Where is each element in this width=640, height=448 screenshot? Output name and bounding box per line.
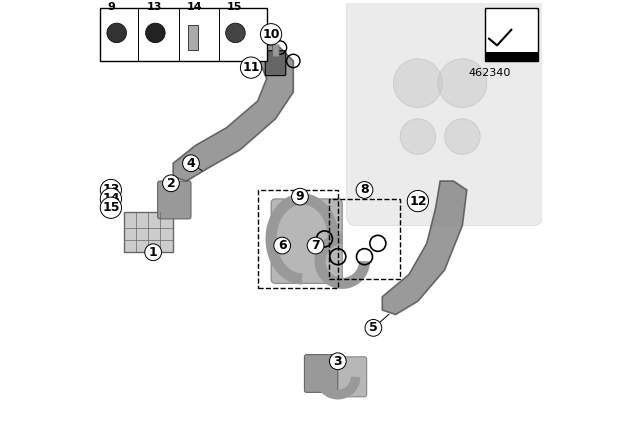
Text: 13: 13 bbox=[102, 184, 120, 197]
FancyBboxPatch shape bbox=[271, 199, 342, 284]
Bar bbox=[484, 52, 538, 61]
Text: 6: 6 bbox=[278, 239, 287, 252]
FancyBboxPatch shape bbox=[273, 45, 279, 57]
Circle shape bbox=[226, 23, 245, 43]
Text: 462340: 462340 bbox=[469, 68, 511, 78]
Bar bbox=[100, 8, 267, 61]
Bar bbox=[188, 26, 198, 50]
Text: 13: 13 bbox=[147, 2, 162, 12]
Text: 3: 3 bbox=[333, 355, 342, 368]
Bar bbox=[329, 199, 400, 279]
Text: 15: 15 bbox=[227, 2, 242, 12]
Circle shape bbox=[145, 23, 165, 43]
Text: 9: 9 bbox=[108, 2, 116, 12]
Text: 2: 2 bbox=[166, 177, 175, 190]
FancyBboxPatch shape bbox=[124, 212, 173, 252]
PathPatch shape bbox=[382, 181, 467, 314]
Circle shape bbox=[107, 23, 127, 43]
Circle shape bbox=[438, 59, 487, 108]
Text: 1: 1 bbox=[148, 246, 157, 259]
Text: 15: 15 bbox=[102, 201, 120, 214]
Circle shape bbox=[400, 119, 436, 155]
Text: 4: 4 bbox=[187, 157, 195, 170]
Text: 7: 7 bbox=[311, 239, 320, 252]
Circle shape bbox=[394, 59, 442, 108]
Text: 12: 12 bbox=[409, 194, 427, 207]
FancyBboxPatch shape bbox=[265, 51, 285, 76]
Text: 10: 10 bbox=[262, 28, 280, 41]
FancyBboxPatch shape bbox=[347, 0, 543, 225]
Text: 14: 14 bbox=[102, 192, 120, 205]
Text: 11: 11 bbox=[243, 61, 260, 74]
FancyBboxPatch shape bbox=[157, 181, 191, 219]
PathPatch shape bbox=[173, 43, 293, 181]
Text: 14: 14 bbox=[186, 2, 202, 12]
Text: 9: 9 bbox=[296, 190, 304, 203]
Circle shape bbox=[445, 119, 480, 155]
FancyBboxPatch shape bbox=[326, 357, 367, 397]
Bar bbox=[484, 8, 538, 61]
Text: 8: 8 bbox=[360, 184, 369, 197]
FancyBboxPatch shape bbox=[305, 354, 338, 392]
Bar bbox=[258, 190, 338, 288]
Text: 5: 5 bbox=[369, 321, 378, 334]
